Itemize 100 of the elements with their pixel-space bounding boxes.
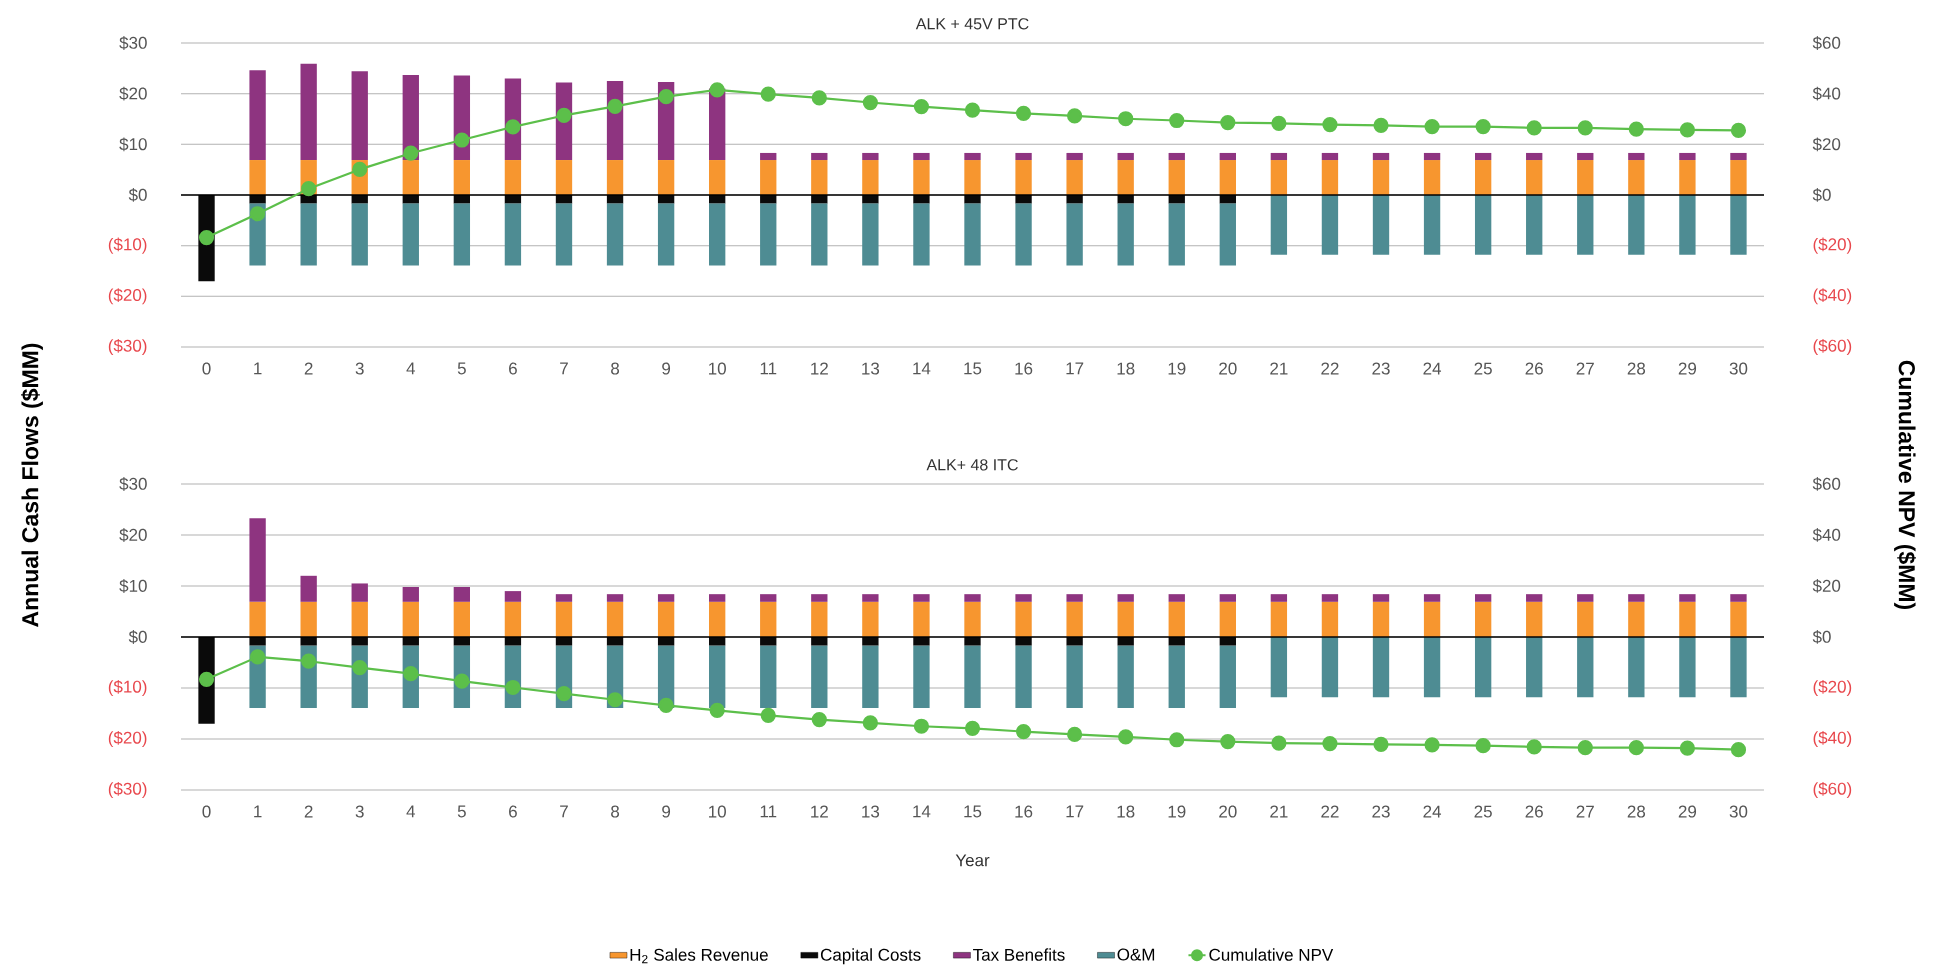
point xyxy=(964,102,981,118)
y-tick-label: $10 xyxy=(119,137,147,152)
bar xyxy=(709,645,726,708)
bar xyxy=(1423,152,1441,161)
bar xyxy=(1628,152,1645,161)
bar xyxy=(760,160,777,195)
bar xyxy=(862,594,879,602)
bar xyxy=(760,152,777,161)
y-tick-label: $30 xyxy=(119,477,147,491)
x-tick-label: 21 xyxy=(1270,362,1288,375)
x-tick-label: 6 xyxy=(509,362,517,375)
bar xyxy=(657,203,675,266)
point xyxy=(1118,729,1134,745)
x-tick-label: 3 xyxy=(355,805,364,818)
y2-tick-label: $0 xyxy=(1812,188,1831,202)
bar xyxy=(1526,194,1543,255)
point xyxy=(1015,724,1032,740)
bar xyxy=(913,203,930,266)
bar xyxy=(964,203,981,266)
bar xyxy=(555,594,573,602)
point xyxy=(556,686,572,702)
y-tick-label: ($30) xyxy=(108,338,147,356)
bar xyxy=(504,601,522,637)
y-tick-label: $20 xyxy=(119,86,147,101)
bar xyxy=(811,203,828,266)
bar xyxy=(1270,594,1288,602)
x-tick-label: 29 xyxy=(1678,362,1697,375)
y2-tick-label: $60 xyxy=(1812,477,1841,491)
legend-label: O&M xyxy=(1117,948,1155,961)
x-tick-label: 18 xyxy=(1117,362,1135,375)
bar xyxy=(913,601,930,637)
bar xyxy=(249,518,266,602)
x-tick-label: 7 xyxy=(560,362,568,375)
point xyxy=(1526,739,1542,755)
y-tick-label: ($10) xyxy=(108,237,147,254)
bar xyxy=(351,601,368,637)
bar xyxy=(1474,194,1492,255)
bar xyxy=(1321,160,1339,195)
bar xyxy=(606,594,624,602)
bar xyxy=(1628,160,1645,195)
point xyxy=(250,206,266,222)
bar xyxy=(1679,160,1696,195)
bar xyxy=(657,601,675,637)
bar xyxy=(606,601,624,637)
point xyxy=(505,119,521,135)
bar xyxy=(1270,194,1288,255)
point xyxy=(1271,115,1287,131)
bar xyxy=(964,160,981,195)
x-tick-label: 15 xyxy=(964,362,982,375)
bar xyxy=(300,63,317,161)
point xyxy=(352,161,368,178)
bar xyxy=(1526,637,1543,698)
x-tick-label: 24 xyxy=(1423,362,1442,375)
point xyxy=(1424,119,1440,135)
bar xyxy=(1066,203,1083,266)
bar xyxy=(1730,637,1747,698)
bar xyxy=(555,203,573,266)
x-tick-label: 20 xyxy=(1219,805,1237,818)
point xyxy=(1220,114,1236,131)
legend-label: Cumulative NPV xyxy=(1209,948,1334,961)
bar xyxy=(1066,160,1083,195)
bar xyxy=(504,160,522,195)
bar xyxy=(760,645,777,708)
point xyxy=(198,229,215,246)
x-tick-label: 6 xyxy=(509,805,517,818)
bar xyxy=(1423,160,1441,195)
bar xyxy=(1321,194,1339,255)
point xyxy=(1577,740,1593,756)
y-tick-label: $20 xyxy=(119,528,147,542)
bar xyxy=(913,160,930,195)
legend-label: Capital Costs xyxy=(820,948,921,965)
bar xyxy=(760,203,777,266)
bar xyxy=(1526,160,1543,195)
bar xyxy=(351,203,368,266)
x-tick-label: 5 xyxy=(457,805,466,818)
bar xyxy=(811,594,828,602)
point xyxy=(1373,117,1389,133)
bar xyxy=(811,645,828,708)
y2-tick-label: ($60) xyxy=(1813,781,1852,799)
bar xyxy=(300,203,317,266)
bar xyxy=(760,601,777,637)
x-tick-label: 22 xyxy=(1321,805,1339,818)
bar xyxy=(964,601,981,637)
x-tick-label: 17 xyxy=(1066,805,1084,818)
bar xyxy=(1168,160,1185,195)
bar xyxy=(555,601,573,637)
bar xyxy=(1066,601,1083,637)
bar xyxy=(1423,601,1441,637)
point xyxy=(1475,119,1491,135)
bar xyxy=(811,601,828,637)
legend-label: Tax Benefits xyxy=(973,948,1065,961)
bar xyxy=(1117,152,1134,161)
bar xyxy=(1526,601,1543,637)
bar xyxy=(453,601,471,637)
x-tick-label: 14 xyxy=(913,362,931,375)
x-tick-label: 13 xyxy=(862,805,880,818)
bar xyxy=(1219,160,1236,195)
point xyxy=(1628,121,1644,137)
bar xyxy=(1168,594,1185,602)
bar xyxy=(1372,601,1390,637)
